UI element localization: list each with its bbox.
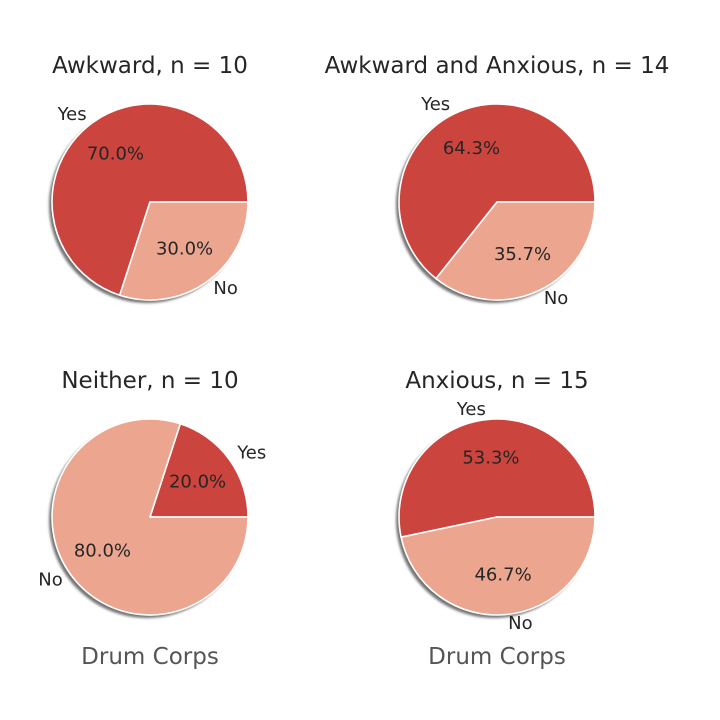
pie-chart-anxious: Anxious, n = 15 Yes 53.3% No 46.7% Drum Cor… xyxy=(396,368,596,670)
chart-title: Awkward and Anxious, n = 14 xyxy=(325,53,670,79)
chart-title: Anxious, n = 15 xyxy=(405,368,588,394)
pie-slice-no xyxy=(400,516,596,616)
pie-slice-no xyxy=(435,201,596,301)
pie-slice-yes xyxy=(149,423,249,518)
pct-label-yes: 64.3% xyxy=(443,138,500,159)
chart-title: Neither, n = 10 xyxy=(61,368,238,394)
pie-slice-no xyxy=(51,418,249,616)
pct-label-yes: 53.3% xyxy=(462,448,519,469)
slice-label-no: No xyxy=(38,569,62,590)
pie-chart-awkward-and-anxious: Awkward and Anxious, n = 14 Yes 64.3% No 35… xyxy=(325,53,670,309)
pie-slice-yes xyxy=(51,103,249,296)
pct-label-no: 35.7% xyxy=(494,244,551,265)
slice-label-no: No xyxy=(508,613,532,634)
pct-label-no: 46.7% xyxy=(474,564,531,585)
pct-label-yes: 20.0% xyxy=(169,471,226,492)
pie-chart-neither: Neither, n = 10 Yes 20.0% No 80.0% Drum Cor… xyxy=(38,368,266,670)
x-axis-label: Drum Corps xyxy=(428,644,566,670)
pie-slice-yes xyxy=(398,418,596,538)
chart-title: Awkward, n = 10 xyxy=(52,53,248,79)
slice-label-yes: Yes xyxy=(456,399,486,420)
pie-slice-yes xyxy=(398,103,596,280)
pct-label-yes: 70.0% xyxy=(87,143,144,164)
slice-label-yes: Yes xyxy=(57,104,87,125)
slice-label-yes: Yes xyxy=(236,443,266,464)
x-axis-label: Drum Corps xyxy=(81,644,219,670)
pie-slice-no xyxy=(118,201,249,301)
slice-label-yes: Yes xyxy=(420,94,450,115)
slice-label-no: No xyxy=(213,278,237,299)
pct-label-no: 30.0% xyxy=(156,239,213,260)
pct-label-no: 80.0% xyxy=(74,541,131,562)
slice-label-no: No xyxy=(544,288,568,309)
